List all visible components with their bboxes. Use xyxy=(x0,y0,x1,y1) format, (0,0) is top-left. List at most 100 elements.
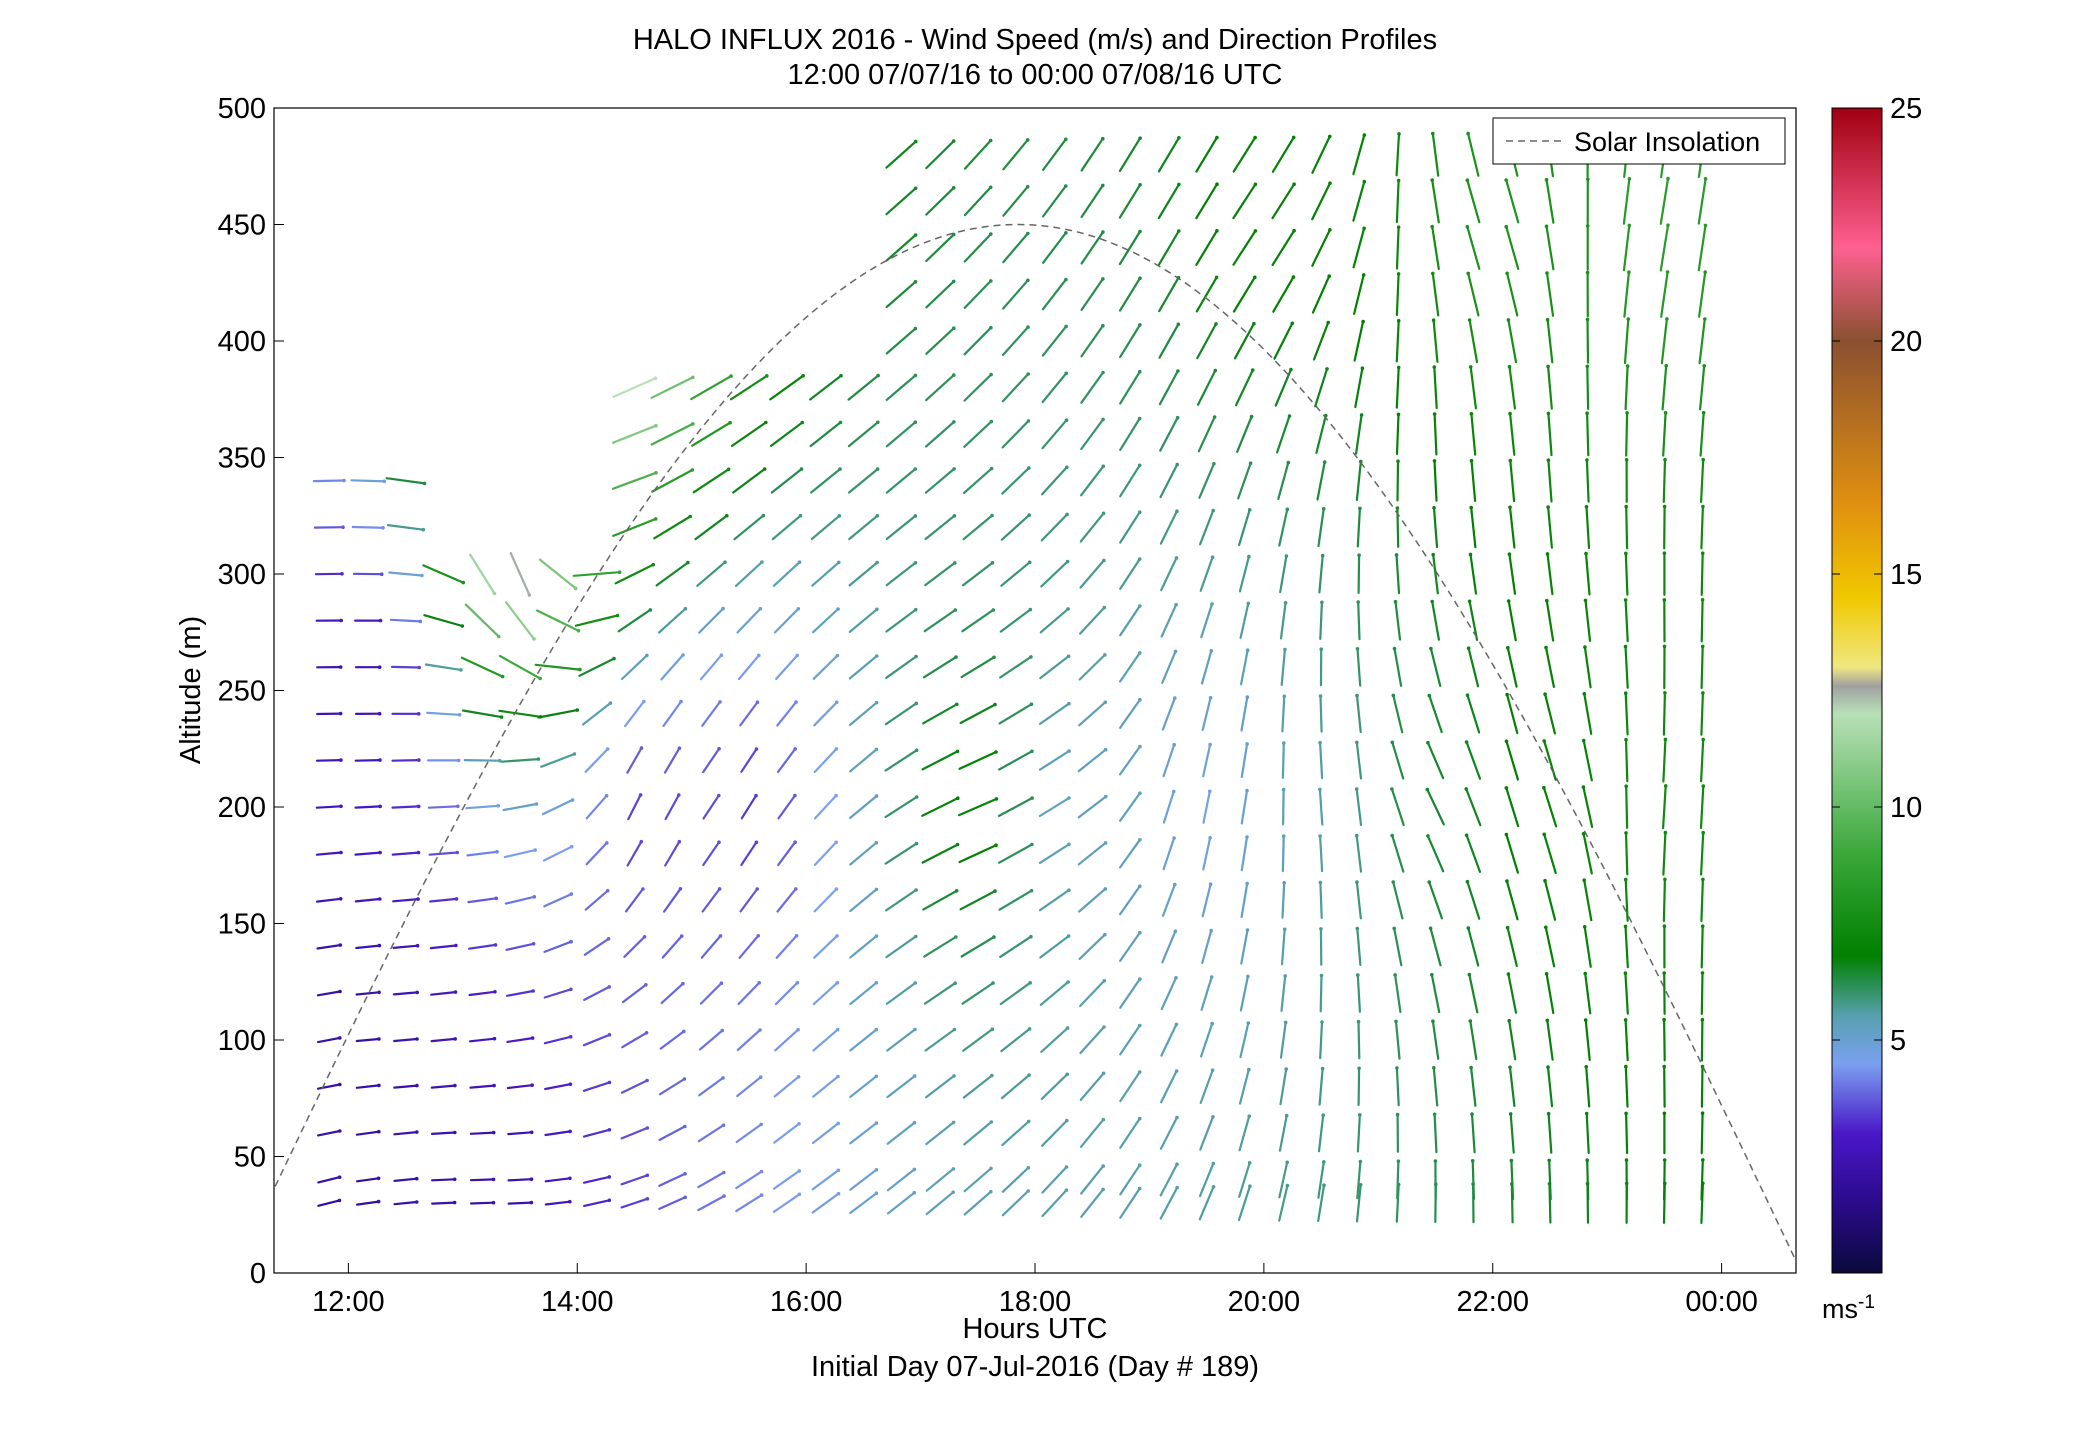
wind-vector-tip xyxy=(951,1190,955,1194)
wind-vector-tip xyxy=(535,802,539,806)
y-tick-label: 350 xyxy=(218,443,266,475)
wind-vector xyxy=(1473,1161,1474,1199)
wind-vector-tip xyxy=(801,374,805,378)
wind-vector-tip xyxy=(993,889,997,893)
wind-vector-tip xyxy=(837,1169,841,1173)
wind-vector-tip xyxy=(1702,364,1706,368)
wind-vector xyxy=(1283,836,1284,871)
wind-vector-tip xyxy=(1138,370,1142,374)
wind-vector-tip xyxy=(643,935,647,939)
wind-vector-tip xyxy=(1507,972,1511,976)
wind-vector-tip xyxy=(1507,599,1511,603)
wind-vector-tip xyxy=(377,991,381,995)
wind-vector-tip xyxy=(1177,229,1181,233)
wind-vector-tip xyxy=(1467,926,1471,930)
wind-vector-tip xyxy=(1701,458,1705,462)
wind-vector-tip xyxy=(569,988,573,992)
wind-vector-tip xyxy=(1285,554,1289,558)
wind-vector-tip xyxy=(838,467,842,471)
wind-vector-tip xyxy=(1624,878,1628,882)
wind-vector-tip xyxy=(1583,645,1587,649)
wind-vector-tip xyxy=(640,840,644,844)
wind-vector-tip xyxy=(1103,606,1107,610)
wind-vector-tip xyxy=(756,700,760,704)
wind-vector-tip xyxy=(1065,1165,1069,1169)
wind-vector-tip xyxy=(607,937,611,941)
wind-vector-tip xyxy=(1138,1070,1142,1074)
wind-vector-tip xyxy=(952,326,956,330)
wind-vector-tip xyxy=(875,1191,879,1195)
wind-vector-tip xyxy=(1469,365,1473,369)
wind-vector-tip xyxy=(530,1201,534,1205)
wind-vector xyxy=(1359,1068,1360,1105)
wind-vector-tip xyxy=(1176,369,1180,373)
wind-vector-tip xyxy=(1428,694,1432,698)
wind-vector-tip xyxy=(612,657,616,661)
wind-vector-tip xyxy=(1064,325,1068,329)
wind-vector-tip xyxy=(1246,648,1250,652)
y-tick-label: 250 xyxy=(218,676,266,708)
wind-vector-tip xyxy=(677,793,681,797)
wind-vector-tip xyxy=(688,515,692,519)
wind-vector-tip xyxy=(759,1123,763,1127)
wind-vector-tip xyxy=(839,421,843,425)
wind-vector xyxy=(1626,786,1627,828)
wind-vector-tip xyxy=(1547,412,1551,416)
wind-vector-tip xyxy=(455,851,459,855)
wind-vector-tip xyxy=(1102,465,1106,469)
wind-vector-tip xyxy=(1663,458,1667,462)
wind-vector-tip xyxy=(1248,508,1252,512)
wind-vector-tip xyxy=(756,934,760,938)
wind-vector-tip xyxy=(494,943,498,947)
wind-vector-tip xyxy=(1174,976,1178,980)
wind-vector-tip xyxy=(691,376,695,380)
y-tick-label: 500 xyxy=(218,93,266,125)
wind-vector-tip xyxy=(1664,411,1668,415)
wind-vector-tip xyxy=(914,608,918,612)
wind-vector-tip xyxy=(568,1130,572,1134)
wind-vector-tip xyxy=(1542,739,1546,743)
wind-vector-tip xyxy=(378,758,382,762)
wind-vector-tip xyxy=(1028,981,1032,985)
wind-vector-tip xyxy=(991,561,995,565)
wind-vector-tip xyxy=(577,629,581,633)
wind-vector-tip xyxy=(994,750,998,754)
wind-vector-tip xyxy=(1508,365,1512,369)
wind-vector-tip xyxy=(722,1171,726,1175)
wind-vector-tip xyxy=(914,888,918,892)
wind-vector-tip xyxy=(1397,413,1401,417)
colorbar-tick-label: 20 xyxy=(1890,326,1922,358)
wind-vector-tip xyxy=(1247,1114,1251,1118)
wind-vector xyxy=(353,527,383,528)
wind-vector-tip xyxy=(760,1193,764,1197)
wind-vector-tip xyxy=(1102,512,1106,516)
wind-vector-tip xyxy=(1101,418,1105,422)
wind-vector-tip xyxy=(680,934,684,938)
wind-vector-tip xyxy=(575,708,579,712)
wind-vector-tip xyxy=(757,654,761,658)
wind-vector-tip xyxy=(1701,1158,1705,1162)
wind-vector-tip xyxy=(794,700,798,704)
wind-vector-tip xyxy=(1103,701,1107,705)
wind-vector-tip xyxy=(1426,741,1430,745)
wind-vector-tip xyxy=(1029,608,1033,612)
wind-vector-tip xyxy=(1663,645,1667,649)
wind-vector-tip xyxy=(1208,743,1212,747)
wind-vector-tip xyxy=(797,1122,801,1126)
wind-vector-tip xyxy=(1584,1065,1588,1069)
wind-vector xyxy=(1702,646,1703,688)
wind-vector-tip xyxy=(1026,185,1030,189)
wind-vector-tip xyxy=(1701,924,1705,928)
wind-vector-tip xyxy=(991,1028,995,1032)
wind-vector-tip xyxy=(915,749,919,753)
wind-vector-tip xyxy=(1470,412,1474,416)
wind-vector-tip xyxy=(1701,551,1705,555)
wind-vector-tip xyxy=(1392,694,1396,698)
wind-vector-tip xyxy=(338,1175,342,1179)
wind-vector xyxy=(1626,740,1627,781)
wind-vector-tip xyxy=(1030,702,1034,706)
wind-vector-tip xyxy=(875,794,879,798)
wind-vector-tip xyxy=(956,796,960,800)
wind-vector-tip xyxy=(459,668,463,672)
wind-vector-tip xyxy=(1701,738,1705,742)
